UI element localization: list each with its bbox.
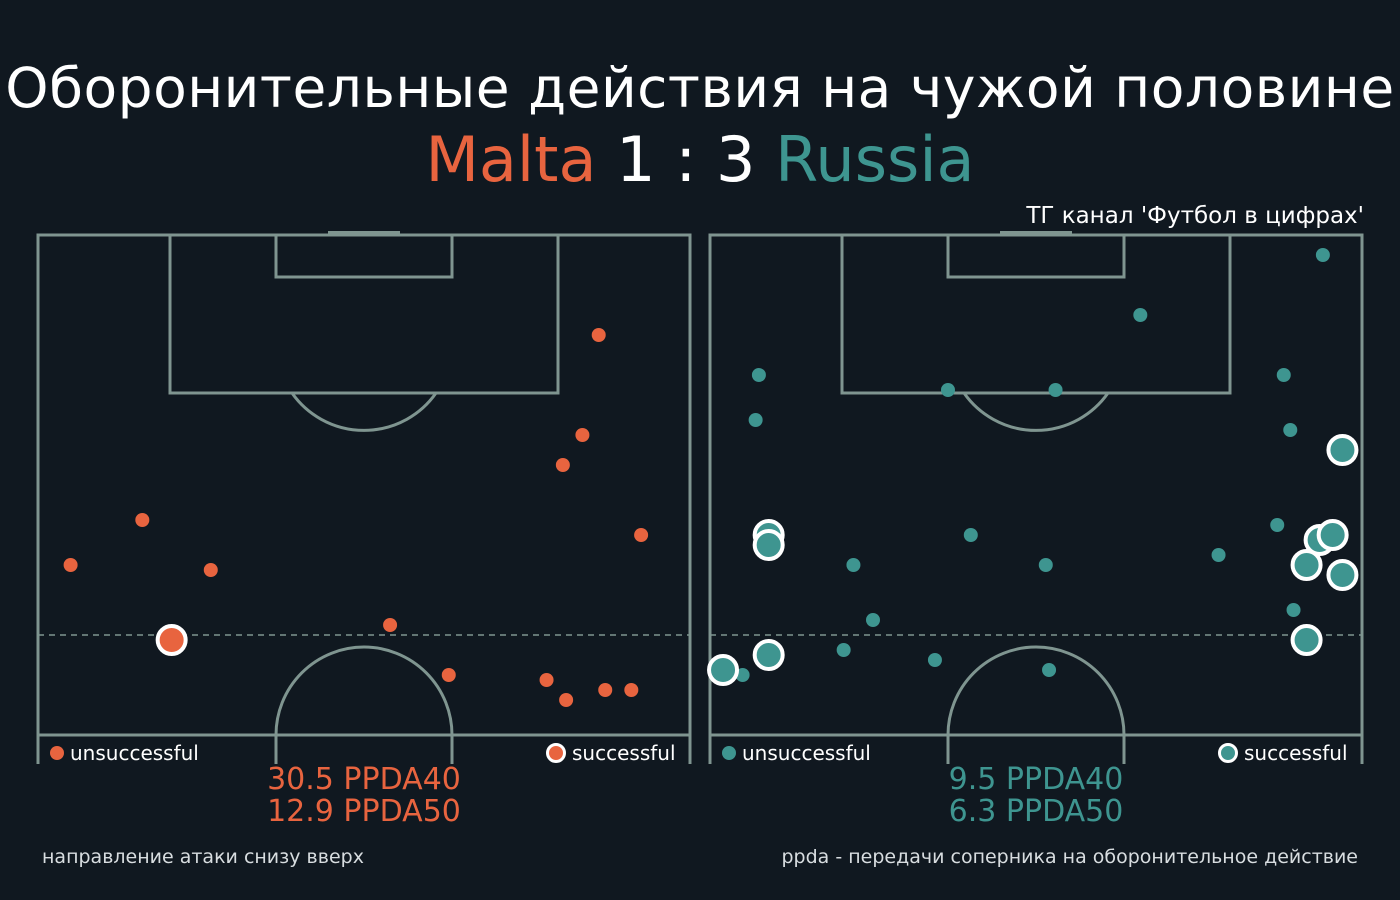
match-score: Malta 1 : 3 Russia xyxy=(0,122,1400,198)
away-actions xyxy=(707,248,1359,686)
home-goals: 1 xyxy=(616,123,656,196)
home-team-name: Malta xyxy=(425,123,597,196)
unsuccessful-action-point xyxy=(591,328,606,342)
pitch-lines xyxy=(708,231,1364,764)
legend-label: successful xyxy=(572,741,676,765)
unsuccessful-action-point xyxy=(1048,383,1063,397)
successful-action-point xyxy=(155,624,188,656)
unsuccessful-marker-icon xyxy=(722,746,736,760)
unsuccessful-action-point xyxy=(559,693,574,707)
score-separator: : xyxy=(675,123,697,196)
away-legend-successful: successful xyxy=(1218,740,1348,766)
unsuccessful-action-point xyxy=(963,528,978,542)
unsuccessful-action-point xyxy=(1038,558,1053,572)
home-pitch-chart xyxy=(36,231,692,764)
legend-label: unsuccessful xyxy=(70,741,199,765)
home-legend-unsuccessful: unsuccessful xyxy=(50,740,199,766)
unsuccessful-action-point xyxy=(598,683,613,697)
successful-action-point xyxy=(1290,624,1323,656)
home-ppda40: 30.5 PPDA40 xyxy=(267,762,461,797)
successful-action-point xyxy=(752,639,785,671)
unsuccessful-action-point xyxy=(555,458,570,472)
successful-action-point xyxy=(752,529,785,561)
unsuccessful-action-point xyxy=(1211,548,1226,562)
home-actions xyxy=(63,328,649,707)
successful-action-point xyxy=(1290,549,1323,581)
unsuccessful-action-point xyxy=(748,413,763,427)
away-pitch-chart xyxy=(707,231,1364,764)
unsuccessful-action-point xyxy=(751,368,766,382)
away-ppda: 9.5 PPDA40 6.3 PPDA50 xyxy=(836,764,1236,828)
successful-marker-icon xyxy=(546,743,566,763)
unsuccessful-action-point xyxy=(539,673,554,687)
unsuccessful-action-point xyxy=(1315,248,1330,262)
away-goals: 3 xyxy=(715,123,756,196)
unsuccessful-action-point xyxy=(383,618,398,632)
legend-label: successful xyxy=(1244,741,1348,765)
successful-action-point xyxy=(1326,434,1359,466)
home-legend-successful: successful xyxy=(546,740,676,766)
chart-title: Оборонительные действия на чужой половин… xyxy=(5,56,1395,120)
unsuccessful-action-point xyxy=(203,563,218,577)
home-ppda: 30.5 PPDA40 12.9 PPDA50 xyxy=(164,764,564,828)
unsuccessful-action-point xyxy=(63,558,78,572)
unsuccessful-action-point xyxy=(940,383,955,397)
home-ppda50: 12.9 PPDA50 xyxy=(267,794,461,829)
unsuccessful-action-point xyxy=(846,558,861,572)
ppda-definition-note: ppda - передачи соперника на оборонитель… xyxy=(781,846,1358,868)
unsuccessful-action-point xyxy=(575,428,590,442)
unsuccessful-action-point xyxy=(836,643,851,657)
successful-action-point xyxy=(1316,519,1349,551)
pitch-lines xyxy=(36,231,692,764)
successful-action-point xyxy=(1326,559,1359,591)
unsuccessful-action-point xyxy=(624,683,639,697)
attack-direction-note: направление атаки снизу вверх xyxy=(42,846,364,868)
unsuccessful-action-point xyxy=(1133,308,1148,322)
unsuccessful-action-point xyxy=(866,613,880,627)
successful-action-point xyxy=(707,654,740,686)
unsuccessful-action-point xyxy=(1286,603,1301,617)
unsuccessful-action-point xyxy=(927,653,942,667)
unsuccessful-action-point xyxy=(1283,423,1298,437)
unsuccessful-action-point xyxy=(735,668,750,682)
away-legend-unsuccessful: unsuccessful xyxy=(722,740,871,766)
unsuccessful-action-point xyxy=(441,668,456,682)
unsuccessful-action-point xyxy=(1042,663,1057,677)
away-ppda40: 9.5 PPDA40 xyxy=(948,762,1124,797)
unsuccessful-marker-icon xyxy=(50,746,64,760)
away-ppda50: 6.3 PPDA50 xyxy=(948,794,1124,829)
unsuccessful-action-point xyxy=(1270,518,1285,532)
unsuccessful-action-point xyxy=(1276,368,1291,382)
successful-marker-icon xyxy=(1218,743,1238,763)
unsuccessful-action-point xyxy=(135,513,150,527)
unsuccessful-action-point xyxy=(634,528,649,542)
away-team-name: Russia xyxy=(775,123,975,196)
legend-label: unsuccessful xyxy=(742,741,871,765)
channel-credit: ТГ канал 'Футбол в цифрах' xyxy=(1026,203,1364,229)
